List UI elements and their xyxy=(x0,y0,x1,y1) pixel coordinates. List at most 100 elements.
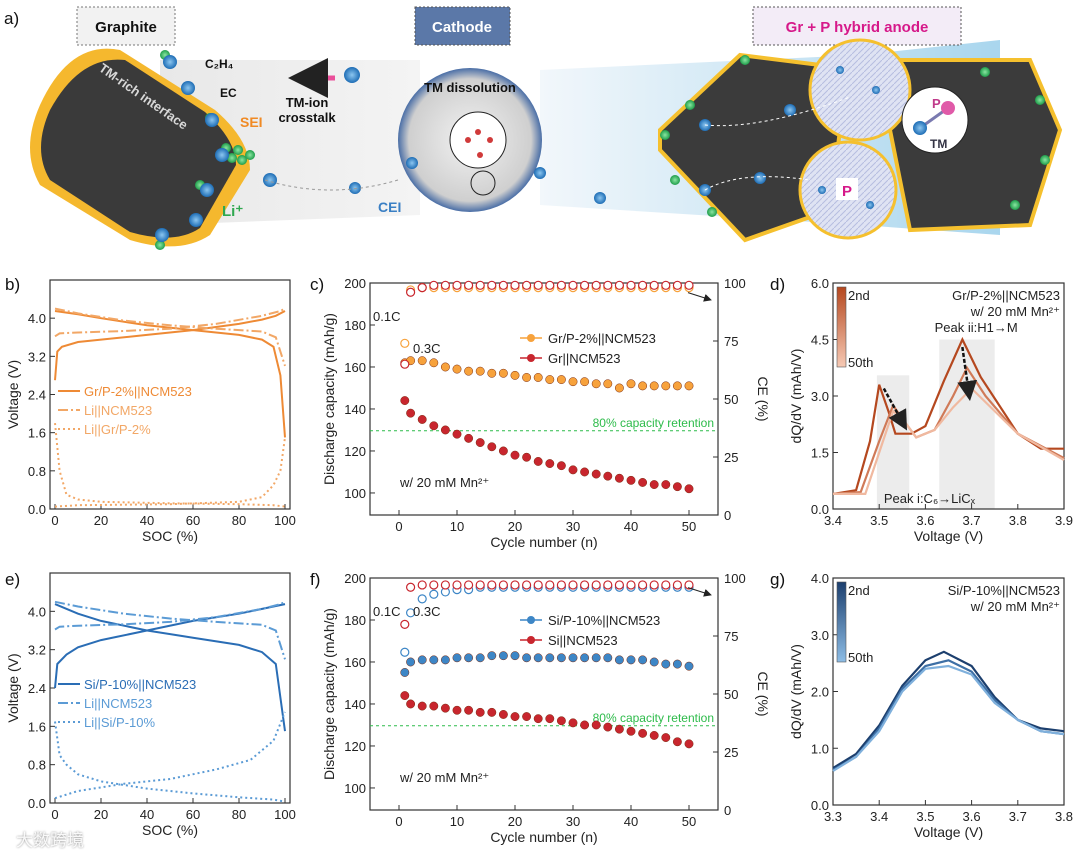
ce-point xyxy=(533,280,543,290)
ce-point xyxy=(440,280,450,290)
ce-point xyxy=(400,647,410,657)
inset-tm-label: TM xyxy=(930,137,947,151)
capacity-point xyxy=(533,457,543,466)
tm-ion-cluster xyxy=(155,55,361,242)
y2-tick-label: 25 xyxy=(724,450,738,465)
capacity-point xyxy=(603,379,613,389)
y2-tick-label: 100 xyxy=(724,276,746,291)
cathode-box-label: Cathode xyxy=(432,19,492,36)
y-axis-title: Voltage (V) xyxy=(5,360,21,429)
peak-ii-label: Peak ii:H1→M xyxy=(935,320,1018,335)
capacity-point xyxy=(429,421,439,431)
ce-point xyxy=(406,287,416,297)
capacity-point xyxy=(603,722,613,732)
x-tick-label: 0 xyxy=(395,519,402,534)
capacity-point xyxy=(568,377,578,387)
x-tick-label: 0 xyxy=(395,814,402,829)
x-tick-label: 3.9 xyxy=(1055,513,1073,528)
ce-point xyxy=(603,580,613,590)
ce-point xyxy=(533,580,543,590)
y-tick-label: 1.0 xyxy=(811,741,829,756)
x-axis-title: Cycle number (n) xyxy=(490,829,597,845)
capacity-point xyxy=(400,668,410,677)
y-tick-label: 2.0 xyxy=(811,685,829,700)
x-tick-label: 0 xyxy=(51,807,58,822)
x-tick-label: 100 xyxy=(274,513,296,528)
graphite-particle xyxy=(41,59,236,238)
y2-tick-label: 0 xyxy=(724,803,731,818)
x-tick-label: 40 xyxy=(624,519,638,534)
capacity-point xyxy=(522,653,532,663)
y-tick-label: 3.2 xyxy=(28,643,46,658)
y-tick-label: 0.0 xyxy=(811,502,829,517)
series-line-li-gr-p-2- xyxy=(54,437,286,508)
x-tick-label: 3.8 xyxy=(1055,809,1073,824)
right-axis-arrow-icon xyxy=(687,292,712,302)
capacity-point xyxy=(452,364,462,374)
right-axis-arrow-icon xyxy=(687,587,712,597)
panel-label-g: g) xyxy=(770,570,785,589)
capacity-point xyxy=(475,653,485,663)
x-tick-label: 3.6 xyxy=(963,809,981,824)
y2-tick-label: 100 xyxy=(724,571,746,586)
cei-label: CEI xyxy=(378,199,401,215)
crosstalk-label-line2: crosstalk xyxy=(278,110,336,125)
capacity-point xyxy=(556,461,566,471)
ce-point xyxy=(498,580,508,590)
ce-point xyxy=(440,580,450,590)
ce-point xyxy=(487,280,497,290)
panel-label-e: e) xyxy=(5,570,20,589)
x-tick-label: 20 xyxy=(508,519,522,534)
legend-label: Li||Si/P-10% xyxy=(84,715,156,730)
y-tick-label: 160 xyxy=(344,655,366,670)
capacity-point xyxy=(429,655,439,665)
capacity-point xyxy=(568,718,578,728)
y-tick-label: 0.8 xyxy=(28,758,46,773)
legend-label: Gr||NCM523 xyxy=(548,351,621,366)
ce-point xyxy=(521,580,532,590)
capacity-point xyxy=(649,657,659,667)
colorbar xyxy=(836,581,847,663)
ce-point xyxy=(626,580,636,590)
chart-d: d) 3.4 3.5 3.6 3.7 3.8 3.9 0.0 1.5 3.0 4.5 6.0 Volta… xyxy=(770,275,1073,544)
y-tick-label: 120 xyxy=(344,444,366,459)
y-tick-label: 200 xyxy=(344,571,366,586)
peak-i-label: Peak i:C₆→LiCₓ xyxy=(884,491,976,506)
capacity-point xyxy=(452,653,462,663)
ce-point xyxy=(568,280,578,290)
y-tick-label: 1.5 xyxy=(811,446,829,461)
cathode-box xyxy=(414,6,511,46)
rate-label-0.1c: 0.1C xyxy=(373,309,400,324)
ce-point xyxy=(661,580,671,590)
y-axis-title: dQ/dV (mAh/V) xyxy=(788,349,804,444)
capacity-point xyxy=(464,433,474,443)
capacity-point xyxy=(440,425,450,435)
capacity-point xyxy=(400,396,410,406)
capacity-point xyxy=(545,375,555,385)
x-tick-label: 20 xyxy=(94,807,108,822)
capacity-point xyxy=(522,373,532,382)
colorbar-bottom-label: 50th xyxy=(848,650,873,665)
series-line-gr-p-2-ncm523 xyxy=(54,310,286,438)
x-axis-title: SOC (%) xyxy=(142,822,198,838)
series-line-li-ncm523 xyxy=(54,600,286,660)
series-line-si-p-10-ncm523 xyxy=(54,603,286,732)
y-tick-label: 6.0 xyxy=(811,276,829,291)
capacity-point xyxy=(417,415,427,424)
y-tick-label: 0.0 xyxy=(28,796,46,811)
legend-label: Si||NCM523 xyxy=(548,633,618,648)
capacity-point xyxy=(417,356,427,366)
y-tick-label: 0.0 xyxy=(28,502,46,517)
legend-label: Li||NCM523 xyxy=(84,696,152,711)
capacity-point xyxy=(661,733,671,743)
y-tick-label: 0.0 xyxy=(811,798,829,813)
y-tick-label: 180 xyxy=(344,318,366,333)
capacity-point xyxy=(591,720,601,730)
colorbar-top-label: 2nd xyxy=(848,288,870,303)
ce-point xyxy=(556,280,567,290)
capacity-point xyxy=(533,714,543,724)
colorbar-bottom-label: 50th xyxy=(848,355,873,370)
ce-point xyxy=(684,580,694,590)
rate-label-0.1c: 0.1C xyxy=(373,604,400,619)
